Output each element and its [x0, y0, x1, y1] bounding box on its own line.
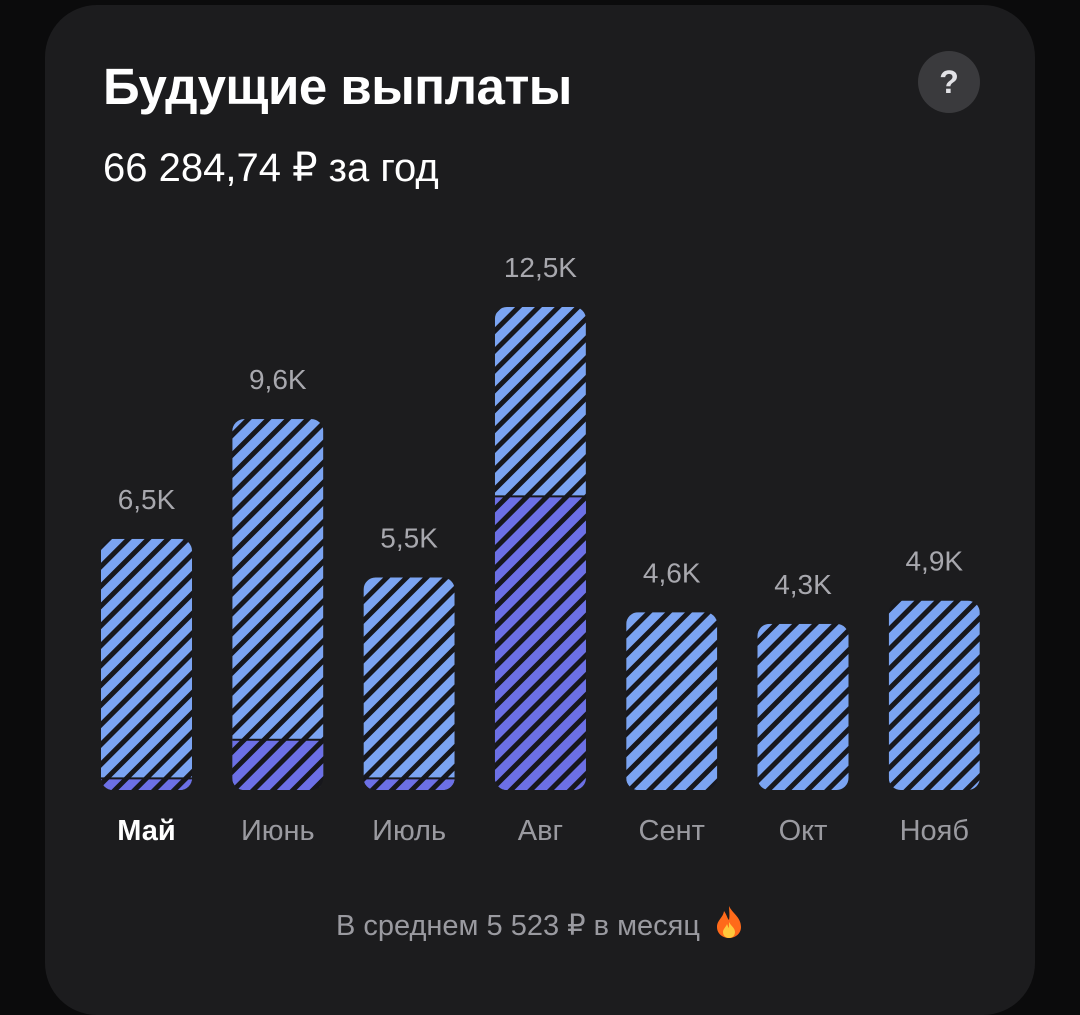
- month-label[interactable]: Июнь: [241, 815, 315, 847]
- question-mark-icon: ?: [939, 63, 959, 100]
- value-label: 12,5K: [504, 252, 577, 283]
- bar-upper-segment: [363, 577, 455, 790]
- yearly-total: 66 284,74 ₽ за год: [103, 146, 439, 190]
- month-label[interactable]: Сент: [639, 815, 705, 847]
- month-label[interactable]: Окт: [779, 815, 828, 847]
- value-label: 4,6K: [643, 557, 701, 588]
- help-button[interactable]: ?: [918, 51, 980, 113]
- future-payouts-card: Будущие выплаты 66 284,74 ₽ за год ? 6,5…: [45, 5, 1035, 1015]
- bar-lower-segment: [232, 739, 324, 790]
- value-label: 5,5K: [380, 522, 438, 553]
- value-label: 4,9K: [905, 546, 963, 577]
- bar-upper-segment: [888, 600, 980, 790]
- bar-6[interactable]: [757, 623, 849, 790]
- bar-upper-segment: [101, 538, 192, 790]
- month-label[interactable]: Май: [117, 815, 175, 847]
- bar-upper-segment: [232, 419, 324, 790]
- monthly-average-text: В среднем 5 523 ₽ в месяц: [335, 910, 700, 942]
- value-label: 6,5K: [118, 484, 176, 515]
- month-label[interactable]: Авг: [518, 815, 563, 847]
- bar-7[interactable]: [888, 600, 980, 790]
- bar-1[interactable]: [101, 538, 192, 790]
- bar-2[interactable]: [232, 419, 324, 790]
- month-label[interactable]: Июль: [372, 815, 446, 847]
- value-label: 9,6K: [249, 364, 307, 395]
- fire-icon: [717, 906, 742, 938]
- bar-upper-segment: [626, 612, 718, 790]
- bar-4[interactable]: [494, 307, 586, 790]
- bar-upper-segment: [757, 623, 849, 790]
- bar-lower-segment: [101, 778, 192, 790]
- value-label: 4,3K: [774, 569, 832, 600]
- bar-3[interactable]: [363, 577, 455, 790]
- monthly-average: В среднем 5 523 ₽ в месяц: [45, 905, 1035, 943]
- month-label[interactable]: Нояб: [900, 815, 969, 847]
- card-title: Будущие выплаты: [103, 58, 572, 115]
- bar-5[interactable]: [626, 612, 718, 790]
- payouts-bar-chart: 6,5K Май 9,6K Июнь 5,5K Июль 12,5K Авг 4,6K Сент 4…: [101, 252, 980, 847]
- bar-lower-segment: [363, 778, 455, 790]
- bar-lower-segment: [494, 496, 586, 790]
